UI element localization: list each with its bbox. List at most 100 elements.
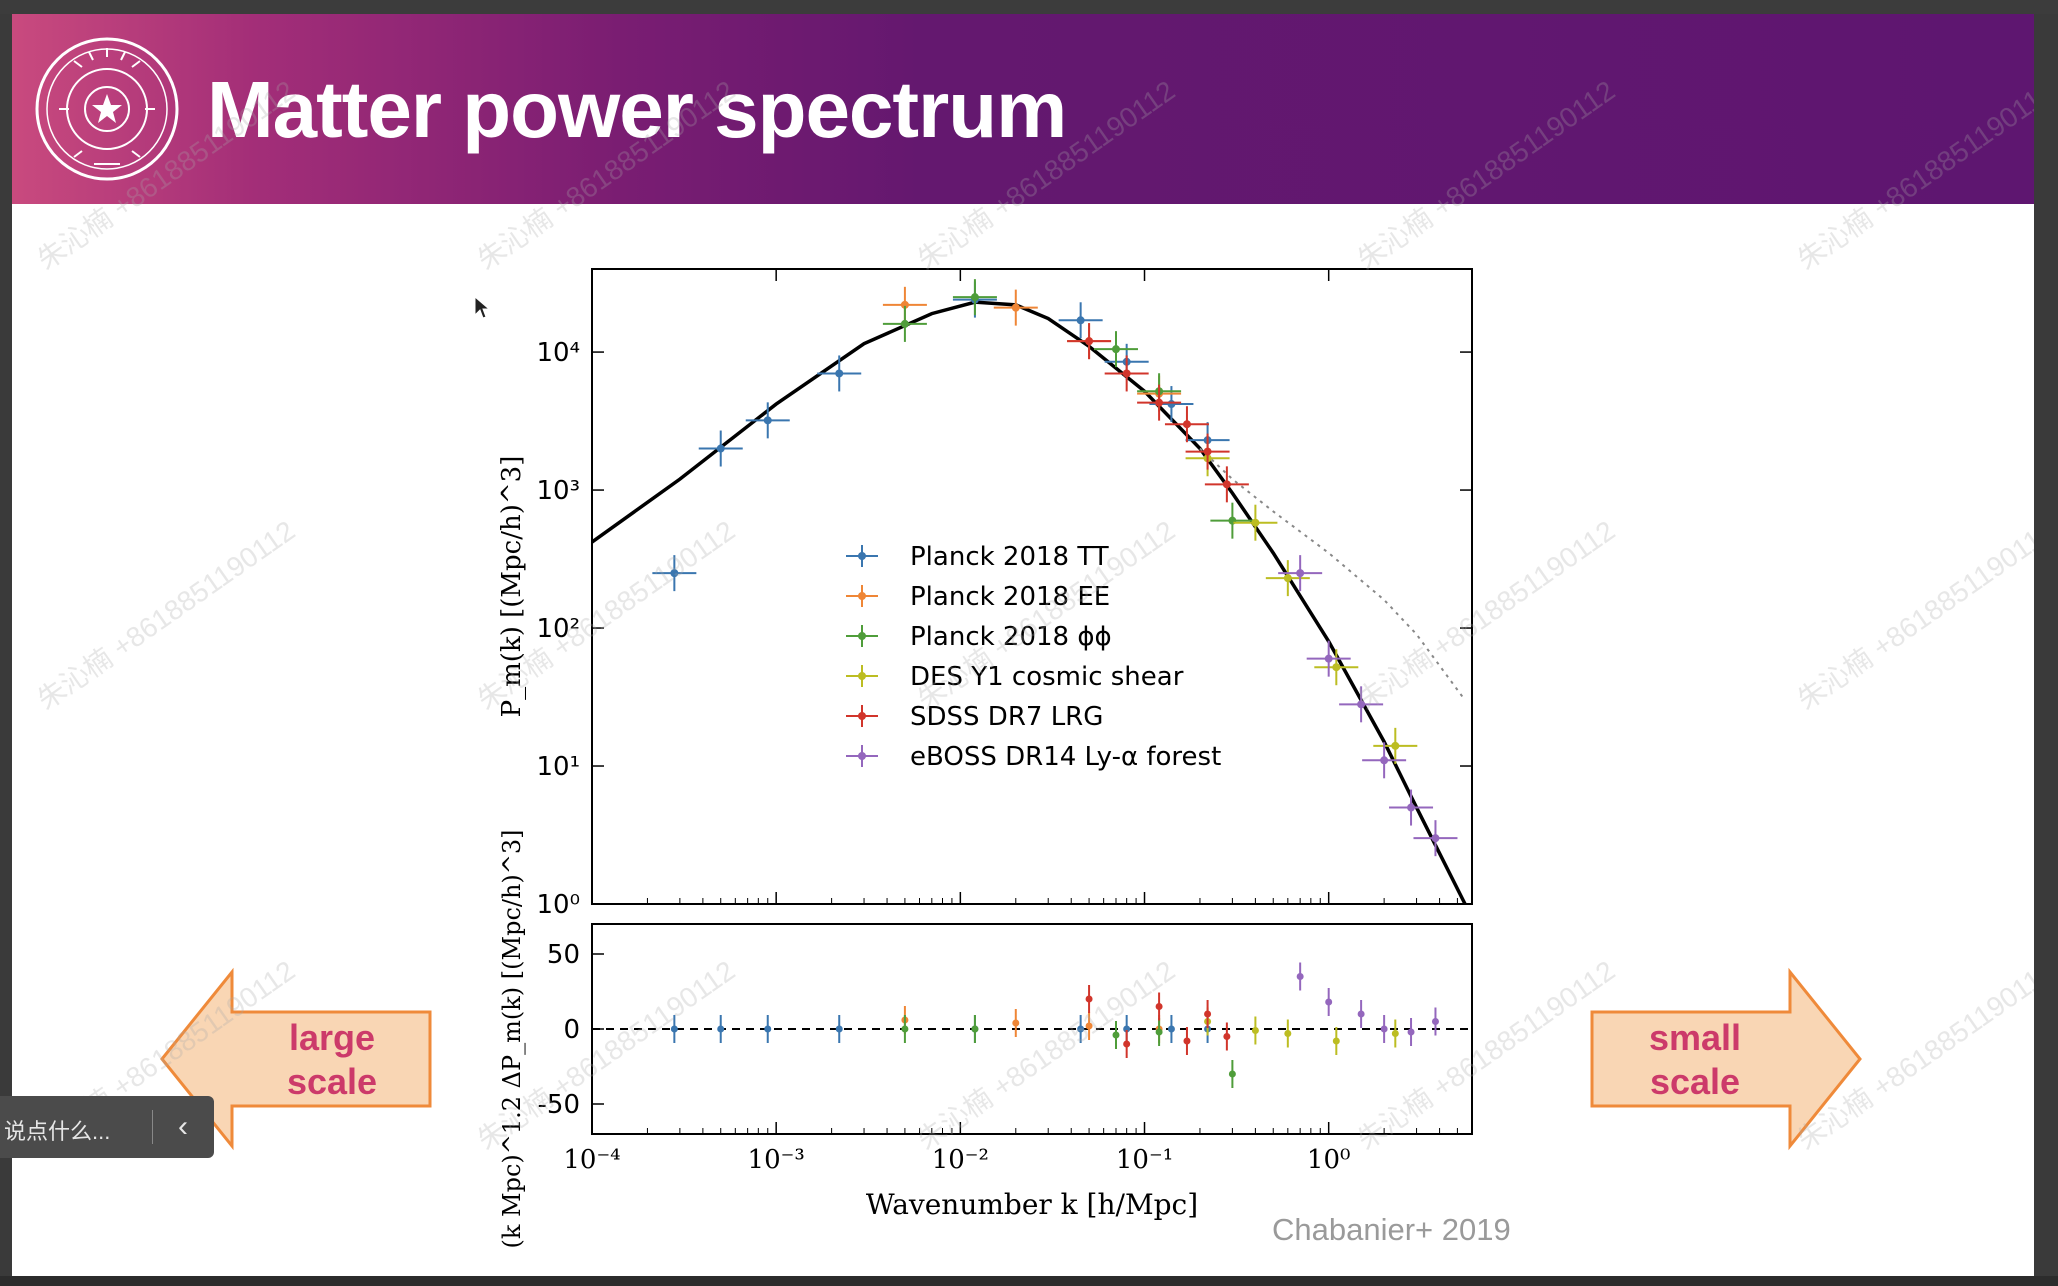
- large-scale-label-line1: large: [288, 1017, 376, 1058]
- y-tick-label: 50: [547, 940, 580, 970]
- residual-point: [1155, 1028, 1163, 1036]
- residual-point: [1167, 1025, 1175, 1033]
- large-scale-label-line2: scale: [286, 1061, 378, 1102]
- large-scale-arrow: large scale: [152, 964, 442, 1154]
- legend-label: DES Y1 cosmic shear: [910, 662, 1184, 692]
- legend-label: SDSS DR7 LRG: [910, 702, 1103, 732]
- residual-point: [1296, 973, 1304, 980]
- data-point: [970, 293, 979, 302]
- data-point: [1122, 369, 1131, 378]
- residual-point: [1183, 1037, 1191, 1045]
- residual-point: [1204, 1010, 1212, 1018]
- residual-point: [1077, 1025, 1085, 1033]
- residual-point: [1085, 1022, 1093, 1030]
- university-seal-logo: [35, 37, 179, 181]
- data-point: [763, 416, 772, 425]
- data-point: [1407, 803, 1416, 812]
- y-tick-label: 10³: [536, 476, 580, 506]
- top-bar: [0, 0, 2058, 14]
- data-point: [1182, 420, 1191, 429]
- legend-marker: [858, 632, 866, 640]
- residual-point: [1112, 1031, 1120, 1039]
- residual-point: [1155, 1003, 1163, 1010]
- legend-marker: [858, 672, 866, 680]
- data-point: [835, 369, 844, 378]
- data-point: [1324, 654, 1333, 663]
- data-point: [1076, 316, 1085, 325]
- presentation-slide: Matter power spectrum 10⁻⁴ 10⁻³ 10⁻² 10⁻¹ 10…: [12, 14, 2034, 1276]
- x-tick-label: 10⁻¹: [1116, 1145, 1173, 1175]
- legend-label: Planck 2018 EE: [910, 582, 1110, 612]
- data-point: [1380, 756, 1389, 765]
- legend-label: Planck 2018 TT: [910, 542, 1109, 572]
- data-point: [1296, 569, 1305, 578]
- residual-point: [1431, 1018, 1439, 1025]
- legend-marker: [858, 752, 866, 760]
- small-scale-label-line1: small: [1648, 1017, 1742, 1058]
- residual-point: [1380, 1025, 1388, 1033]
- residual-point: [901, 1025, 909, 1033]
- data-point: [670, 569, 679, 578]
- residual-point: [971, 1025, 979, 1033]
- data-point: [900, 319, 909, 328]
- data-point: [1431, 834, 1440, 843]
- data-point: [1085, 337, 1094, 346]
- citation-credit: Chabanier+ 2019: [1272, 1212, 1511, 1247]
- legend-marker: [858, 592, 866, 600]
- residual-point: [1123, 1025, 1131, 1033]
- top-panel-frame: [591, 268, 1473, 905]
- y-tick-label: 0: [563, 1015, 580, 1045]
- data-point: [1251, 518, 1260, 527]
- comment-placeholder[interactable]: 说点什么...: [4, 1119, 111, 1144]
- residual-point: [1228, 1070, 1236, 1078]
- residual-point: [1332, 1037, 1340, 1045]
- residual-point: [1357, 1010, 1365, 1018]
- data-point: [1357, 700, 1366, 709]
- comment-bar-divider: [152, 1110, 153, 1144]
- y-tick-label: -50: [538, 1090, 580, 1120]
- residual-point: [1223, 1033, 1231, 1040]
- x-tick-label: 10⁻²: [932, 1145, 989, 1175]
- data-point: [716, 444, 725, 453]
- residual-point: [670, 1025, 678, 1033]
- small-scale-label-line2: scale: [1649, 1061, 1741, 1102]
- data-point: [1332, 663, 1341, 672]
- legend-label: eBOSS DR14 Ly-α forest: [910, 742, 1221, 772]
- watermark-text: 朱沁楠 +8618851190112: [31, 514, 301, 716]
- data-point: [1011, 303, 1020, 312]
- data-point: [1391, 741, 1400, 750]
- legend-label: Planck 2018 ϕϕ: [910, 622, 1112, 652]
- residual-point: [1012, 1019, 1020, 1027]
- slide-title: Matter power spectrum: [207, 65, 1067, 154]
- y-axis-label-bottom: (k Mpc)^1.2 ΔP_m(k) [(Mpc/h)^3]: [498, 829, 526, 1248]
- nonlinear-model-curve: [1199, 447, 1466, 701]
- y-tick-label: 10²: [536, 614, 580, 644]
- residual-point: [1123, 1040, 1131, 1048]
- mouse-cursor-icon: [474, 295, 491, 325]
- x-tick-label: 10⁻⁴: [563, 1145, 620, 1175]
- x-tick-label: 10⁻³: [748, 1145, 805, 1175]
- y-tick-label: 10⁴: [536, 338, 580, 368]
- data-point: [1167, 400, 1176, 409]
- small-scale-arrow: small scale: [1580, 964, 1870, 1154]
- residual-point: [1325, 998, 1333, 1006]
- matter-power-spectrum-figure: 10⁻⁴ 10⁻³ 10⁻² 10⁻¹ 10⁰ 10⁰ 10¹ 10² 10³ 10⁴ -50 0 50…: [497, 268, 1473, 1249]
- watermark-text: 朱沁楠 +8618851190112: [1791, 514, 2034, 716]
- residual-point: [1251, 1027, 1259, 1034]
- comment-input-bar[interactable]: 说点什么... ‹: [0, 1096, 214, 1158]
- y-tick-label: 10⁰: [536, 890, 580, 920]
- legend-marker: [858, 712, 866, 720]
- residual-point: [1391, 1030, 1399, 1037]
- residual-point: [1085, 995, 1093, 1003]
- data-point: [1155, 398, 1164, 407]
- data-point: [1203, 447, 1212, 456]
- chevron-left-icon[interactable]: ‹: [178, 1110, 188, 1143]
- residual-point: [1407, 1028, 1415, 1036]
- residual-point: [835, 1025, 843, 1033]
- y-axis-label-top: P_m(k) [(Mpc/h)^3]: [497, 456, 527, 718]
- residual-point: [1284, 1030, 1292, 1037]
- data-point: [1111, 345, 1120, 354]
- data-point: [1283, 574, 1292, 583]
- data-point: [900, 300, 909, 309]
- x-axis-label: Wavenumber k [h/Mpc]: [866, 1188, 1198, 1221]
